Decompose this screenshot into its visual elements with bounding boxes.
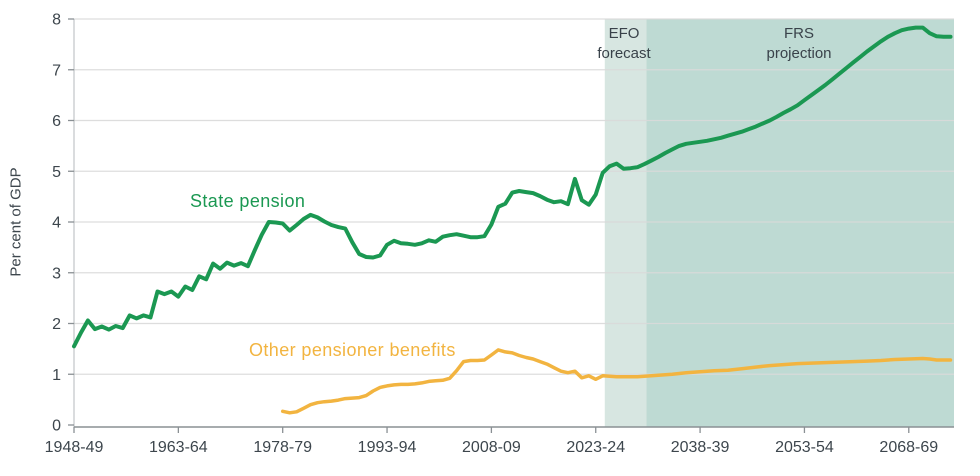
frs-annotation-line1: FRS xyxy=(783,25,814,42)
efo-annotation-line1: EFO xyxy=(608,25,640,42)
frs-projection-annotation: FRS projection xyxy=(766,24,831,64)
x-tick-label: 2023-24 xyxy=(566,439,625,456)
x-tick-label: 1993-94 xyxy=(358,439,417,456)
state-pension-line xyxy=(72,25,953,349)
y-tick-label: 1 xyxy=(52,367,61,384)
x-tick-label: 2053-54 xyxy=(775,439,834,456)
y-axis-title: Per cent of GDP xyxy=(7,167,25,277)
y-tick-label: 3 xyxy=(52,265,61,282)
frs-projection-band xyxy=(646,19,954,427)
y-tick-label: 7 xyxy=(52,62,61,79)
frs-annotation-line2: projection xyxy=(766,45,832,62)
other-pensioner-benefits-line xyxy=(280,348,953,415)
y-tick-label: 6 xyxy=(52,113,61,130)
efo-forecast-band xyxy=(604,19,647,427)
x-tick-label: 1948-49 xyxy=(45,439,104,456)
x-tick-label: 2008-09 xyxy=(462,439,521,456)
x-tick-label: 2068-69 xyxy=(879,439,938,456)
other-pensioner-benefits-series-label: Other pensioner benefits xyxy=(249,340,456,360)
x-tick-label: 1963-64 xyxy=(149,439,208,456)
x-tick-label: 2038-39 xyxy=(671,439,730,456)
y-tick-label: 4 xyxy=(52,215,61,232)
y-tick-label: 8 xyxy=(52,12,61,29)
state-pension-series-label: State pension xyxy=(190,191,306,211)
efo-annotation-line2: forecast xyxy=(597,45,651,62)
y-tick-label: 0 xyxy=(52,418,61,435)
y-tick-label: 2 xyxy=(52,316,61,333)
y-tick-label: 5 xyxy=(52,164,61,181)
efo-forecast-annotation: EFO forecast xyxy=(597,24,650,64)
x-tick-label: 1978-79 xyxy=(253,439,312,456)
